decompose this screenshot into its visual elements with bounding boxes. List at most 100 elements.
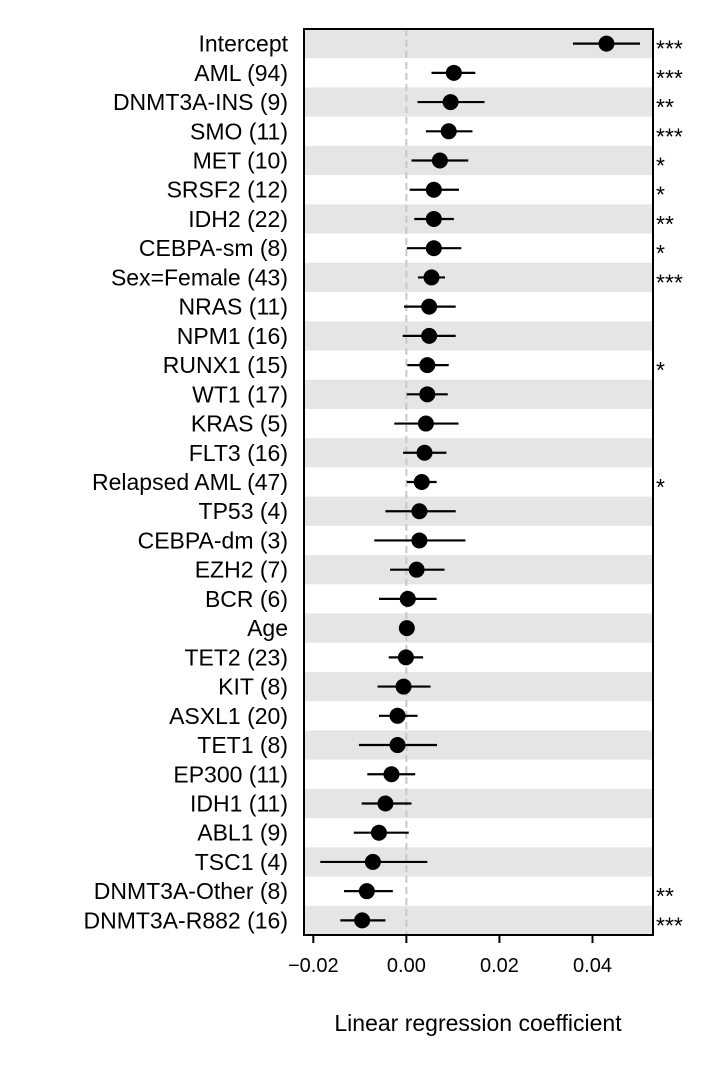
point-npm1-16 <box>421 327 438 344</box>
row-label-kit-8: KIT (8) <box>218 674 288 700</box>
row-label-nras-11: NRAS (11) <box>179 294 289 320</box>
row-band-idh1-11 <box>304 788 653 819</box>
sig-label-dnmt3a-ins-9: ** <box>656 94 674 120</box>
point-dnmt3a-other-8 <box>358 883 375 900</box>
row-label-aml-94: AML (94) <box>194 60 288 86</box>
point-smo-11 <box>440 123 457 140</box>
row-label-relapsed-aml-47: Relapsed AML (47) <box>92 469 288 495</box>
row-label-dnmt3a-ins-9: DNMT3A-INS (9) <box>113 89 288 115</box>
point-sex-female-43 <box>423 269 440 286</box>
point-ezh2-7 <box>408 561 425 578</box>
row-labels: Intercept AML (94) DNMT3A-INS (9) SMO (11) M… <box>84 31 289 934</box>
row-label-tet2-23: TET2 (23) <box>184 644 288 670</box>
significance-labels: ************************** <box>656 36 683 939</box>
row-label-age: Age <box>247 615 288 641</box>
sig-label-aml-94: *** <box>656 65 683 91</box>
row-label-flt3-16: FLT3 (16) <box>189 440 288 466</box>
x-axis-ticks: −0.02 0.00 0.02 0.04 <box>288 935 612 977</box>
point-kit-8 <box>395 678 412 695</box>
point-bcr-6 <box>399 590 416 607</box>
sig-label-dnmt3a-other-8: ** <box>656 883 674 909</box>
plot-frame <box>303 28 654 936</box>
row-label-npm1-16: NPM1 (16) <box>177 323 288 349</box>
point-wt1-17 <box>419 386 436 403</box>
x-tick-label: 0.00 <box>387 955 426 977</box>
row-band-tp53-4 <box>304 496 653 526</box>
row-label-bcr-6: BCR (6) <box>205 586 288 612</box>
sig-label-relapsed-aml-47: * <box>656 474 665 500</box>
row-label-dnmt3a-r882-16: DNMT3A-R882 (16) <box>84 907 289 933</box>
sig-label-intercept: *** <box>656 36 683 62</box>
row-band-kit-8 <box>304 671 653 702</box>
point-dnmt3a-r882-16 <box>354 912 371 929</box>
row-label-sex-female-43: Sex=Female (43) <box>111 264 288 290</box>
row-bands <box>304 29 653 935</box>
point-abl1-9 <box>370 824 387 841</box>
point-runx1-15 <box>419 357 436 374</box>
row-band-sex-female-43 <box>304 262 653 293</box>
row-label-cebpa-sm-8: CEBPA-sm (8) <box>139 235 288 261</box>
sig-label-srsf2-12: * <box>656 182 665 208</box>
point-idh2-22 <box>425 210 442 227</box>
point-tp53-4 <box>411 503 428 520</box>
row-label-tet1-8: TET1 (8) <box>197 732 288 758</box>
row-label-idh1-11: IDH1 (11) <box>190 790 288 816</box>
sig-label-dnmt3a-r882-16: *** <box>656 912 683 938</box>
sig-label-smo-11: *** <box>656 123 683 149</box>
row-label-runx1-15: RUNX1 (15) <box>163 352 288 378</box>
point-asxl1-20 <box>389 707 406 724</box>
point-met-10 <box>431 152 448 169</box>
row-band-flt3-16 <box>304 438 653 468</box>
coefficient-marks <box>320 35 640 929</box>
row-label-srsf2-12: SRSF2 (12) <box>167 177 288 203</box>
row-label-asxl1-20: ASXL1 (20) <box>169 703 288 729</box>
row-label-tp53-4: TP53 (4) <box>199 498 288 524</box>
point-idh1-11 <box>377 795 394 812</box>
x-axis-title: Linear regression coefficient <box>334 1010 622 1036</box>
row-label-abl1-9: ABL1 (9) <box>197 820 288 846</box>
point-flt3-16 <box>416 444 433 461</box>
row-band-ezh2-7 <box>304 555 653 585</box>
row-label-smo-11: SMO (11) <box>190 118 288 144</box>
x-tick-label: −0.02 <box>288 955 339 977</box>
x-tick-label: 0.02 <box>480 955 519 977</box>
point-tsc1-4 <box>364 853 381 870</box>
point-cebpa-dm-3 <box>411 532 428 549</box>
point-kras-5 <box>417 415 434 432</box>
point-age <box>398 620 415 637</box>
row-label-ep300-11: EP300 (11) <box>173 761 288 787</box>
point-ep300-11 <box>383 766 400 783</box>
sig-label-sex-female-43: *** <box>656 269 683 295</box>
row-label-cebpa-dm-3: CEBPA-dm (3) <box>138 527 288 553</box>
sig-label-cebpa-sm-8: * <box>656 240 665 266</box>
row-label-ezh2-7: EZH2 (7) <box>195 557 288 583</box>
x-tick-label: 0.04 <box>573 955 612 977</box>
row-band-npm1-16 <box>304 321 653 351</box>
row-band-age <box>304 613 653 643</box>
row-label-dnmt3a-other-8: DNMT3A-Other (8) <box>94 878 288 904</box>
row-band-wt1-17 <box>304 379 653 409</box>
point-dnmt3a-ins-9 <box>442 94 459 111</box>
point-nras-11 <box>421 298 438 315</box>
row-label-kras-5: KRAS (5) <box>191 411 288 437</box>
point-relapsed-aml-47 <box>413 474 430 490</box>
point-aml-94 <box>445 64 462 81</box>
sig-label-runx1-15: * <box>656 357 665 383</box>
row-label-idh2-22: IDH2 (22) <box>188 206 288 232</box>
row-band-tet1-8 <box>304 730 653 760</box>
row-band-idh2-22 <box>304 204 653 234</box>
row-label-tsc1-4: TSC1 (4) <box>195 849 288 875</box>
point-intercept <box>598 35 615 52</box>
point-cebpa-sm-8 <box>425 240 442 257</box>
row-band-met-10 <box>304 145 653 176</box>
point-srsf2-12 <box>425 181 442 198</box>
sig-label-idh2-22: ** <box>656 211 674 237</box>
point-tet2-23 <box>397 649 414 666</box>
row-label-intercept: Intercept <box>199 31 289 57</box>
point-tet1-8 <box>389 737 406 754</box>
row-label-wt1-17: WT1 (17) <box>192 381 288 407</box>
sig-label-met-10: * <box>656 153 665 179</box>
row-label-met-10: MET (10) <box>193 148 288 174</box>
